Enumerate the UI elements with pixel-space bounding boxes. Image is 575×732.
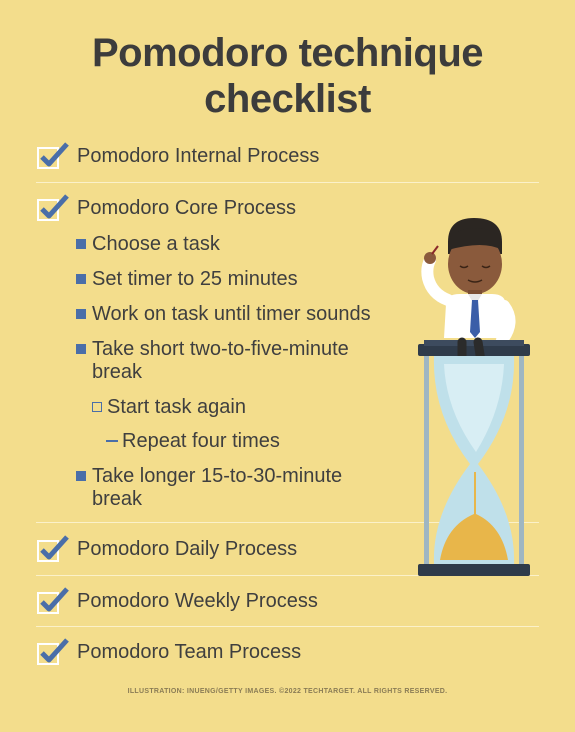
title-line-1: Pomodoro technique (92, 31, 484, 75)
tie-shape (470, 300, 480, 338)
checkbox-checked-icon (37, 535, 69, 562)
head-shape (448, 234, 502, 294)
dash-bullet-icon (106, 440, 118, 442)
image-credit: ILLUSTRATION: INUENG/GETTY IMAGES. ©2022… (127, 688, 448, 695)
checkbox-checked-icon (37, 142, 69, 169)
checklist-item-label: Pomodoro Core Process (77, 196, 296, 219)
checkbox-checked-icon (37, 587, 69, 614)
core-step-5-line-1: Take longer 15-to-30-minute (92, 465, 343, 487)
checkbox-checked-icon (37, 194, 69, 221)
checklist-item-core: Pomodoro Core Process (36, 194, 296, 222)
core-step-1: Choose a task (92, 233, 220, 255)
hourglass-bottom-cap (418, 564, 530, 576)
core-step-2: Set timer to 25 minutes (92, 268, 298, 290)
core-step-5-line-2: break (92, 488, 143, 510)
core-step-3: Work on task until timer sounds (92, 303, 371, 325)
checklist-item-daily: Pomodoro Daily Process (36, 535, 297, 563)
divider (36, 522, 539, 523)
core-step-4-substep: Start task again (107, 396, 246, 418)
square-bullet-icon (76, 471, 86, 481)
checklist-item-internal: Pomodoro Internal Process (36, 142, 319, 170)
open-square-bullet-icon (92, 402, 102, 412)
hourglass-sand (440, 472, 508, 560)
checkbox-checked-icon (37, 638, 69, 665)
square-bullet-icon (76, 274, 86, 284)
checklist-item-weekly: Pomodoro Weekly Process (36, 587, 318, 615)
businessman-hourglass-illustration (418, 218, 530, 576)
hourglass-top-cap (418, 344, 530, 356)
square-bullet-icon (76, 239, 86, 249)
checklist-item-label: Pomodoro Internal Process (77, 144, 320, 167)
divider (36, 182, 539, 183)
checklist-item-label: Pomodoro Team Process (77, 640, 302, 663)
title-line-2: checklist (204, 77, 371, 121)
square-bullet-icon (76, 344, 86, 354)
checklist-item-team: Pomodoro Team Process (36, 638, 301, 666)
square-bullet-icon (76, 309, 86, 319)
divider (36, 575, 539, 576)
divider (36, 626, 539, 627)
core-step-4-line-1: Take short two-to-five-minute (92, 338, 349, 360)
checklist-item-label: Pomodoro Daily Process (77, 537, 298, 560)
core-step-4-line-2: break (92, 361, 143, 383)
checklist-item-label: Pomodoro Weekly Process (77, 589, 318, 612)
page-title: Pomodoro technique checklist (0, 30, 575, 122)
core-step-4-subsubstep: Repeat four times (122, 430, 280, 452)
